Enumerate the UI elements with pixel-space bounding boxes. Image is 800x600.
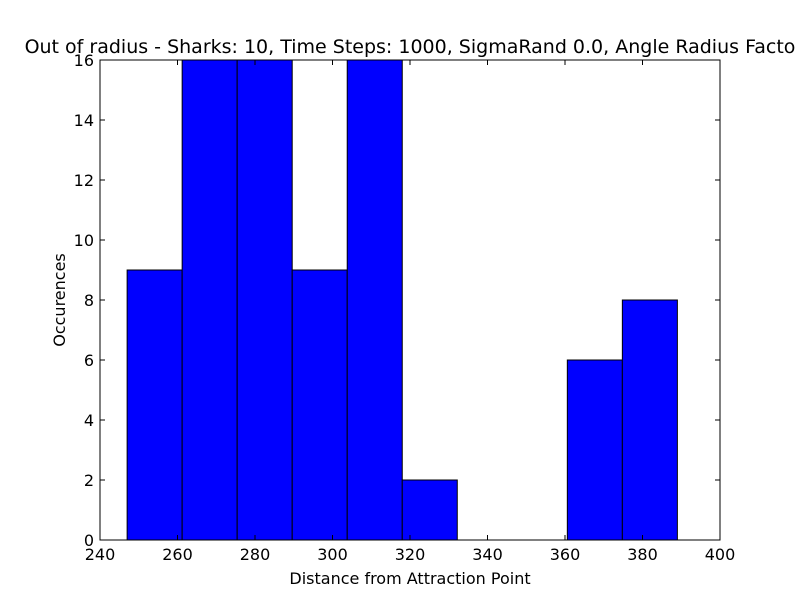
histogram-bar-2: [236, 59, 293, 541]
y-tick-label: 6: [84, 351, 94, 370]
x-tick-label: 320: [395, 545, 426, 564]
histogram-bar-9: [621, 299, 678, 541]
y-tick-label: 14: [74, 111, 94, 130]
y-tick-label: 4: [84, 411, 94, 430]
y-tick-label: 0: [84, 531, 94, 550]
x-ticks: 240 260 280 300 320 340 360 380 400: [85, 60, 736, 564]
x-tick-label: 260: [162, 545, 193, 564]
histogram-bar-0: [126, 269, 183, 541]
bars-group: [126, 59, 678, 541]
x-tick-label: 240: [85, 545, 116, 564]
x-tick-label: 360: [550, 545, 581, 564]
x-tick-label: 300: [317, 545, 348, 564]
x-tick-label: 400: [705, 545, 736, 564]
x-tick-label: 280: [240, 545, 271, 564]
histogram-bar-5: [401, 479, 458, 541]
y-tick-label: 10: [74, 231, 94, 250]
x-tick-label: 380: [627, 545, 658, 564]
y-tick-label: 8: [84, 291, 94, 310]
y-tick-label: 2: [84, 471, 94, 490]
histogram-bar-8: [566, 359, 623, 541]
histogram-bar-1: [181, 59, 238, 541]
histogram-bar-3: [291, 269, 348, 541]
chart-title: Out of radius - Sharks: 10, Time Steps: …: [25, 36, 796, 58]
histogram-bar-4: [346, 59, 403, 541]
x-tick-label: 340: [472, 545, 503, 564]
y-tick-label: 16: [74, 51, 94, 70]
y-ticks: 0 2 4 6 8 10 12 14 16: [74, 51, 720, 550]
x-axis-label: Distance from Attraction Point: [289, 569, 530, 588]
y-tick-label: 12: [74, 171, 94, 190]
y-axis-label: Occurences: [50, 253, 69, 347]
